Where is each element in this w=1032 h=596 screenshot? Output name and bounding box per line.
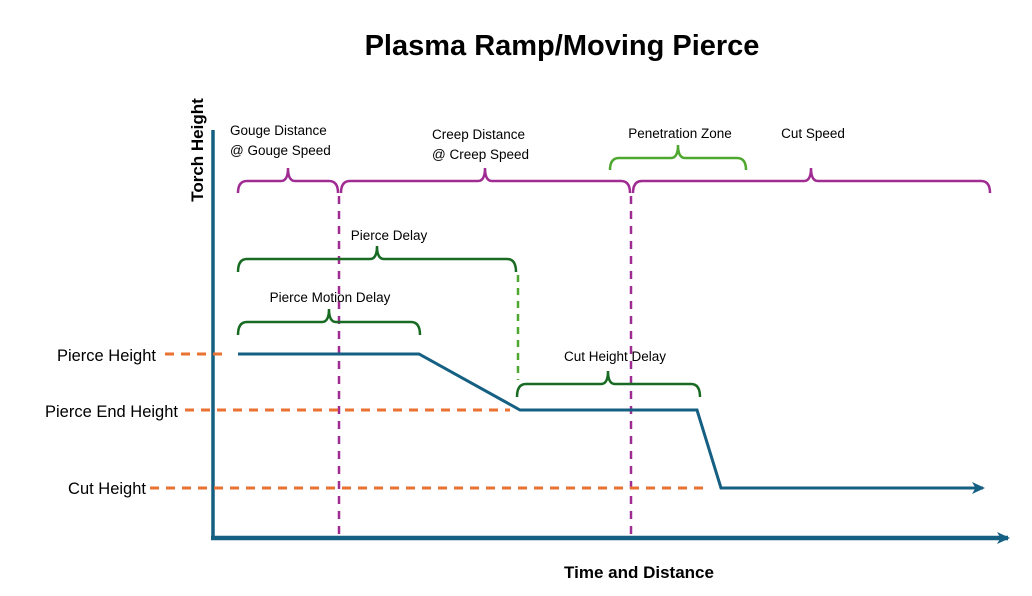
pierce-height-label: Pierce Height <box>57 347 156 365</box>
y-axis-label: Torch Height <box>188 98 207 202</box>
pierce-delay-brace <box>236 245 518 273</box>
cut-speed-brace <box>631 167 992 194</box>
pierce-motion-delay-brace <box>236 308 422 336</box>
penetration-zone-label: Penetration Zone <box>628 126 732 141</box>
cut-height-label: Cut Height <box>68 480 146 498</box>
x-axis-label: Time and Distance <box>564 563 714 582</box>
creep-distance-label-line1: Creep Distance <box>432 127 525 142</box>
torch-height-line <box>238 352 985 494</box>
pierce-delay-label: Pierce Delay <box>351 228 428 243</box>
creep-distance-brace <box>339 167 632 194</box>
cut-speed-label: Cut Speed <box>781 126 845 141</box>
cut-height-delay-label: Cut Height Delay <box>564 349 666 364</box>
diagram-title: Plasma Ramp/Moving Pierce <box>365 30 760 62</box>
pierce-motion-delay-label: Pierce Motion Delay <box>270 290 391 305</box>
pierce-end-height-label: Pierce End Height <box>45 403 178 421</box>
gouge-distance-label-line1: Gouge Distance <box>230 123 327 138</box>
creep-distance-label-line2: @ Creep Speed <box>432 147 529 162</box>
penetration-zone-brace <box>608 144 748 171</box>
gouge-distance-brace <box>236 167 340 194</box>
cut-height-delay-brace <box>515 370 702 398</box>
gouge-distance-label-line2: @ Gouge Speed <box>230 143 331 158</box>
